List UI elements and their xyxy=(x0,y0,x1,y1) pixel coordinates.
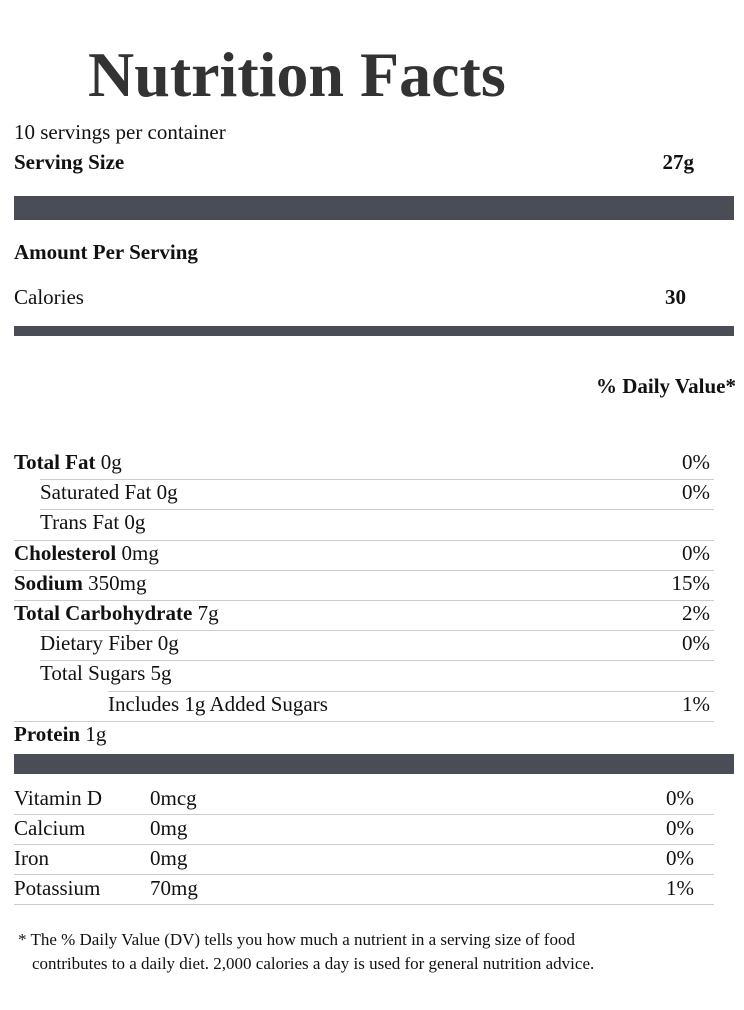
nutrient-dv: 0% xyxy=(682,480,710,505)
nutrient-dv: 15% xyxy=(671,570,711,595)
nutrient-dv: 0% xyxy=(682,540,710,565)
vitamin-amount: 0mg xyxy=(150,816,188,840)
thick-divider xyxy=(14,754,734,774)
daily-value-header: % Daily Value* xyxy=(595,374,736,398)
row-divider xyxy=(14,844,714,845)
row-divider xyxy=(40,630,714,632)
nutrient-dv: 2% xyxy=(682,601,710,625)
nutrient-label: Total Carbohydrate xyxy=(14,601,193,625)
serving-size-value: 27g xyxy=(662,150,695,174)
nutrient-amount: 0g xyxy=(100,450,122,474)
nutrient-label: Trans Fat xyxy=(40,510,120,535)
nutrient-label: Sodium xyxy=(14,570,83,595)
vitamin-label: Vitamin D xyxy=(14,786,102,810)
serving-size-label: Serving Size xyxy=(14,150,125,174)
vitamin-dv: 0% xyxy=(666,786,694,810)
label-title: Nutrition Facts xyxy=(88,39,506,110)
nutrient-label: Total Fat xyxy=(14,450,96,474)
row-divider xyxy=(40,479,714,481)
footnote: contributes to a daily diet. 2,000 calor… xyxy=(32,954,595,973)
nutrient-dv: 1% xyxy=(682,691,710,716)
row-divider xyxy=(14,569,714,571)
row-divider xyxy=(14,600,714,601)
row-divider xyxy=(14,904,714,905)
nutrient-label: Dietary Fiber xyxy=(40,631,153,656)
calories-label: Calories xyxy=(14,285,84,309)
vitamin-dv: 0% xyxy=(666,846,694,870)
row-divider xyxy=(14,814,714,815)
nutrient-label: Saturated Fat xyxy=(40,480,152,505)
nutrient-amount: 5g xyxy=(150,661,172,686)
vitamin-label: Potassium xyxy=(14,876,101,900)
nutrient-amount: 0g xyxy=(124,510,146,535)
vitamin-dv: 1% xyxy=(666,876,694,900)
vitamin-amount: 70mg xyxy=(150,876,198,900)
thick-divider xyxy=(14,196,734,220)
nutrient-amount: 350mg xyxy=(88,570,147,595)
nutrient-amount: 0g xyxy=(156,480,178,505)
footnote: * The % Daily Value (DV) tells you how m… xyxy=(18,930,575,949)
nutrient-label: Protein xyxy=(14,721,81,746)
nutrient-amount: 7g xyxy=(197,601,219,625)
vitamin-amount: 0mg xyxy=(150,846,188,870)
nutrient-amount: 0mg xyxy=(121,540,159,565)
nutrient-label: Includes 1g Added Sugars xyxy=(108,691,328,716)
nutrient-amount: 0g xyxy=(157,631,179,656)
row-divider xyxy=(14,720,714,722)
vitamin-label: Iron xyxy=(14,846,49,870)
nutrient-label: Cholesterol xyxy=(14,540,117,565)
nutrient-label: Total Sugars xyxy=(40,661,146,686)
row-divider xyxy=(108,690,714,692)
medium-divider xyxy=(14,326,734,336)
row-divider xyxy=(40,509,714,511)
nutrient-dv: 0% xyxy=(682,450,710,474)
nutrient-dv: 0% xyxy=(682,631,710,656)
nutrient-amount: 1g xyxy=(85,721,107,746)
amount-per-serving: Amount Per Serving xyxy=(14,240,198,264)
servings-per-container: 10 servings per container xyxy=(14,120,226,144)
row-divider xyxy=(14,874,714,875)
vitamin-label: Calcium xyxy=(14,816,86,840)
vitamin-dv: 0% xyxy=(666,816,694,840)
vitamin-amount: 0mcg xyxy=(150,786,197,810)
row-divider xyxy=(14,539,714,541)
row-divider xyxy=(40,660,714,662)
calories-value: 30 xyxy=(665,285,686,309)
